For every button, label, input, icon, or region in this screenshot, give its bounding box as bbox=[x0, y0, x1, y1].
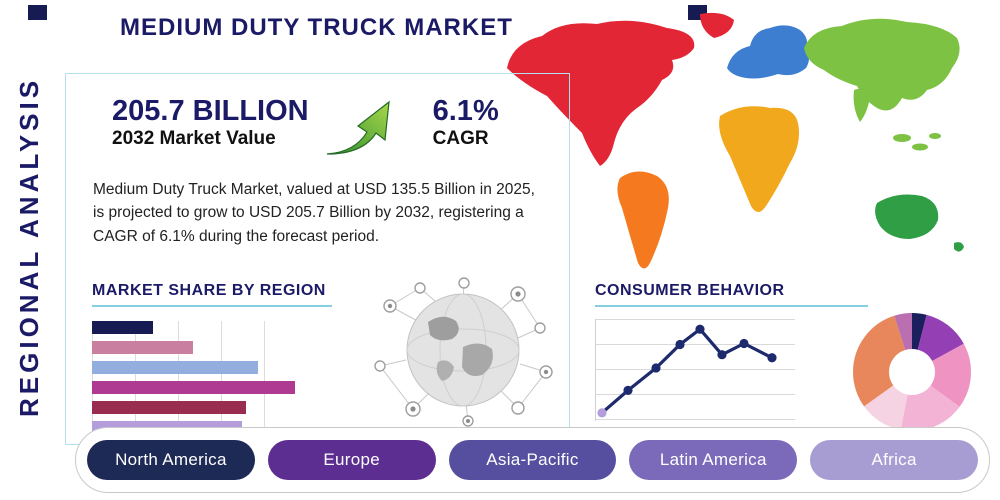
donut-segment-7 bbox=[853, 313, 971, 431]
line-chart-svg bbox=[597, 324, 777, 418]
stats-row: 205.7 BILLION 2032 Market Value 6.1% CAG… bbox=[66, 74, 569, 158]
region-button-africa[interactable]: Africa bbox=[810, 440, 978, 480]
line-marker bbox=[695, 324, 705, 334]
bar-region-3 bbox=[92, 361, 259, 374]
decorative-square-left bbox=[28, 5, 47, 20]
map-region-europe bbox=[727, 25, 809, 79]
map-region-south-america bbox=[617, 171, 669, 269]
line-marker bbox=[739, 338, 749, 349]
world-map bbox=[507, 12, 964, 269]
donut-segment-6 bbox=[853, 313, 971, 431]
growth-arrow-icon bbox=[323, 96, 393, 158]
cagr-block: 6.1% CAGR bbox=[433, 96, 499, 150]
market-value-label: 2032 Market Value bbox=[112, 128, 276, 150]
consumer-behavior-underline bbox=[595, 305, 868, 307]
region-buttons: North America Europe Asia-Pacific Latin Ame… bbox=[75, 427, 990, 493]
map-region-new-zealand bbox=[954, 242, 964, 252]
donut-segment-3 bbox=[853, 313, 971, 431]
line-marker bbox=[717, 350, 727, 360]
market-share-underline bbox=[92, 305, 332, 307]
line-marker bbox=[651, 363, 661, 373]
bar-region-5 bbox=[92, 401, 247, 414]
region-button-north-america[interactable]: North America bbox=[87, 440, 255, 480]
region-button-asia-pacific[interactable]: Asia-Pacific bbox=[448, 440, 617, 480]
donut-chart-svg bbox=[853, 313, 971, 431]
globe-network-graphic bbox=[374, 277, 553, 427]
bar-region-4 bbox=[92, 381, 295, 394]
map-region-island-2 bbox=[912, 143, 928, 151]
consumer-behavior-title: CONSUMER BEHAVIOR bbox=[595, 282, 785, 299]
line-marker bbox=[623, 385, 633, 395]
map-region-asia bbox=[804, 18, 960, 111]
line-marker bbox=[767, 353, 777, 363]
side-label-regional-analysis: REGIONAL ANALYSIS bbox=[14, 76, 44, 418]
bar-chart bbox=[92, 321, 307, 434]
bar-region-2 bbox=[92, 341, 194, 354]
map-region-greenland bbox=[700, 12, 734, 38]
region-button-latin-america[interactable]: Latin America bbox=[629, 440, 798, 480]
map-region-australia bbox=[875, 194, 939, 239]
map-region-island-3 bbox=[929, 133, 941, 139]
line-chart bbox=[595, 319, 795, 421]
donut-segment-4 bbox=[853, 313, 971, 431]
market-share-section: MARKET SHARE BY REGION bbox=[92, 282, 332, 441]
cagr-value: 6.1% bbox=[432, 95, 499, 127]
consumer-behavior-section: CONSUMER BEHAVIOR bbox=[595, 282, 868, 421]
market-value: 205.7 BILLION bbox=[112, 95, 309, 127]
market-description: Medium Duty Truck Market, valued at USD … bbox=[93, 181, 535, 245]
cagr-label: CAGR bbox=[432, 128, 489, 150]
map-region-island-1 bbox=[893, 134, 911, 142]
market-share-title: MARKET SHARE BY REGION bbox=[92, 282, 326, 299]
line-marker bbox=[675, 339, 685, 350]
region-button-europe[interactable]: Europe bbox=[267, 440, 436, 480]
map-region-africa bbox=[719, 106, 799, 212]
market-value-block: 205.7 BILLION 2032 Market Value bbox=[112, 96, 309, 150]
map-region-north-america bbox=[507, 20, 695, 166]
summary-card: 205.7 BILLION 2032 Market Value 6.1% CAG… bbox=[65, 73, 570, 445]
line-marker bbox=[597, 408, 607, 418]
bar-region-1 bbox=[92, 321, 153, 334]
page-title: MEDIUM DUTY TRUCK MARKET bbox=[120, 14, 513, 41]
map-region-india bbox=[853, 88, 870, 122]
